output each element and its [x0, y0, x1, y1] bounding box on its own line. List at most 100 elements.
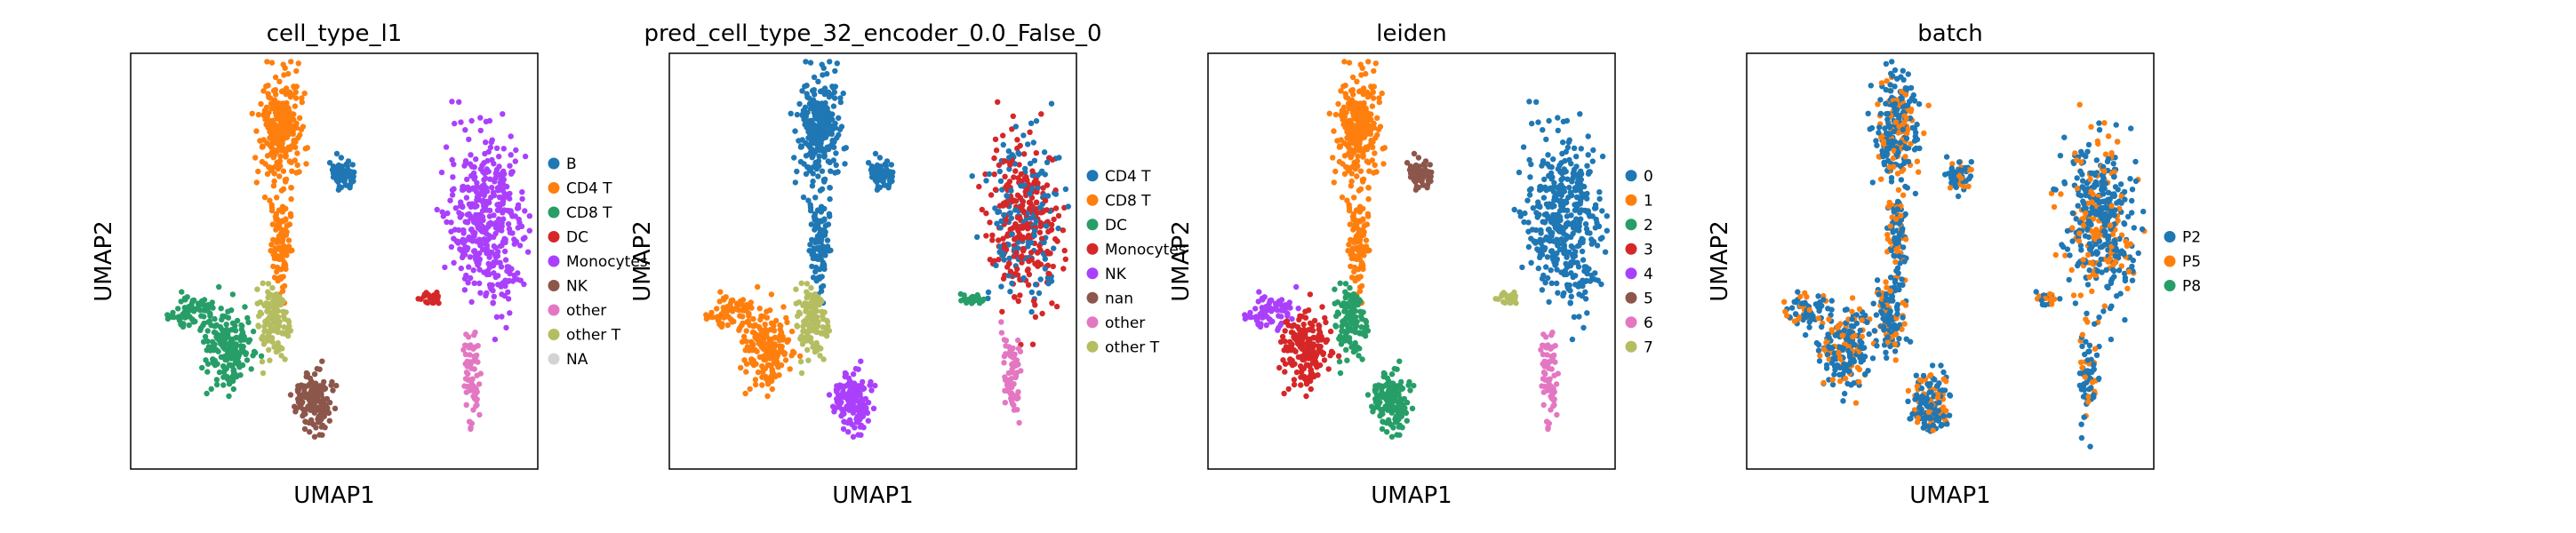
scatter-point — [338, 155, 345, 161]
legend-label: 1 — [1644, 192, 1653, 210]
scatter-point — [1369, 103, 1376, 109]
scatter-point — [460, 240, 467, 246]
scatter-point — [844, 383, 850, 389]
scatter-point — [297, 115, 303, 121]
scatter-point — [957, 290, 964, 298]
scatter-point — [1398, 410, 1404, 418]
scatter-point — [309, 405, 316, 411]
scatter-point — [1548, 383, 1554, 389]
scatter-point — [884, 172, 890, 179]
scatter-point — [469, 376, 476, 382]
scatter-point — [860, 378, 866, 386]
scatter-point — [1024, 177, 1030, 184]
scatter-point — [1548, 280, 1555, 286]
scatter-point — [1008, 350, 1015, 356]
scatter-point — [1001, 337, 1008, 343]
scatter-point — [467, 418, 473, 426]
scatter-point — [452, 205, 459, 211]
scatter-point — [876, 155, 884, 161]
scatter-point — [304, 371, 310, 378]
scatter-point — [201, 320, 207, 327]
scatter-point — [1364, 248, 1371, 254]
scatter-point — [1033, 150, 1040, 156]
scatter-point — [787, 366, 793, 372]
scatter-point — [864, 410, 871, 417]
scatter-point — [264, 308, 270, 314]
scatter-point — [1352, 147, 1358, 154]
scatter-point — [1041, 149, 1048, 155]
scatter-point — [444, 210, 451, 217]
scatter-point — [799, 88, 805, 94]
scatter-point — [1563, 148, 1570, 155]
scatter-point — [444, 219, 450, 226]
scatter-point — [468, 201, 476, 207]
scatter-point — [807, 242, 813, 248]
scatter-point — [287, 392, 294, 398]
scatter-point — [1580, 257, 1587, 263]
scatter-point — [1533, 99, 1540, 106]
scatter-point — [1379, 90, 1385, 97]
scatter-points — [703, 59, 1072, 440]
scatter-point — [755, 283, 761, 290]
scatter-point — [1354, 158, 1361, 164]
scatter-point — [1388, 434, 1396, 440]
scatter-point — [748, 356, 755, 362]
scatter-point — [1942, 171, 1948, 178]
scatter-point — [301, 90, 308, 97]
scatter-point — [471, 248, 478, 254]
scatter-point — [1300, 334, 1308, 341]
scatter-point — [1029, 341, 1036, 347]
scatter-point — [815, 225, 821, 231]
scatter-point — [974, 291, 980, 298]
scatter-point — [1563, 260, 1569, 267]
scatter-point — [1295, 354, 1302, 361]
scatter-point — [275, 147, 281, 154]
scatter-point — [1388, 421, 1394, 428]
scatter-point — [1572, 282, 1579, 288]
scatter-point — [1357, 61, 1364, 68]
scatter-point — [1002, 400, 1009, 406]
scatter-point — [500, 111, 506, 117]
scatter-point — [797, 358, 804, 365]
scatter-point — [464, 247, 470, 253]
scatter-point — [816, 255, 822, 261]
scatter-point — [1364, 123, 1370, 129]
scatter-point — [1055, 212, 1062, 219]
scatter-point — [260, 137, 267, 143]
scatter-point — [1027, 191, 1033, 197]
scatter-point — [1019, 253, 1025, 259]
scatter-point — [1278, 314, 1284, 320]
scatter-point — [1551, 372, 1557, 378]
scatter-point — [234, 373, 240, 380]
scatter-point — [1033, 218, 1039, 224]
scatter-point — [860, 386, 867, 393]
scatter-point — [206, 346, 212, 352]
scatter-point — [1576, 243, 1582, 249]
scatter-point — [1599, 235, 1605, 241]
scatter-point — [1548, 219, 1555, 226]
scatter-point — [1887, 274, 1894, 281]
scatter-point — [1532, 227, 1540, 234]
scatter-point — [1034, 210, 1040, 216]
y-axis-label: UMAP2 — [91, 220, 117, 301]
scatter-point — [267, 135, 273, 141]
scatter-point — [1037, 204, 1044, 211]
scatter-point — [819, 274, 825, 280]
scatter-point — [1388, 371, 1396, 378]
scatter-point — [1403, 410, 1410, 417]
scatter-point — [1322, 314, 1328, 322]
scatter-point — [1348, 178, 1355, 185]
scatter-point — [880, 179, 886, 185]
scatter-point — [986, 171, 993, 178]
scatter-point — [302, 394, 308, 401]
legend-marker — [548, 206, 560, 219]
scatter-point — [292, 84, 298, 91]
scatter-point — [1525, 219, 1532, 226]
scatter-point — [1025, 224, 1032, 230]
scatter-point — [1512, 293, 1519, 299]
scatter-point — [1339, 328, 1345, 334]
scatter-point — [178, 321, 184, 328]
scatter-point — [837, 95, 844, 101]
scatter-point — [1355, 255, 1361, 261]
scatter-point — [1349, 87, 1356, 93]
